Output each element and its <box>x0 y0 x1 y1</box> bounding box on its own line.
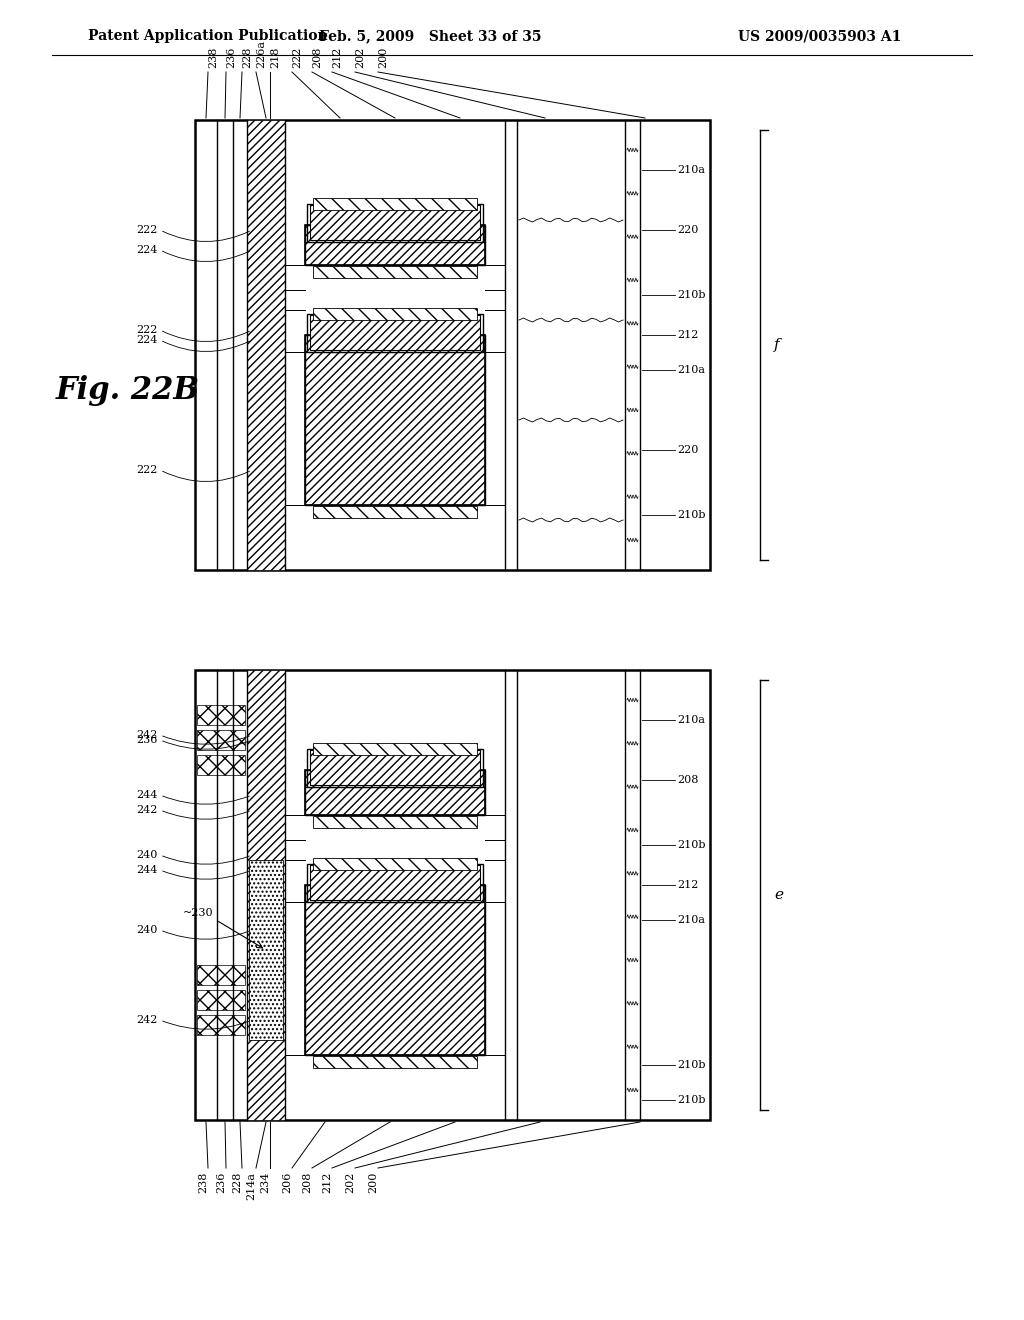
Bar <box>305 224 485 265</box>
Text: 210b: 210b <box>677 840 706 850</box>
Text: 206: 206 <box>282 1172 292 1193</box>
Bar <box>313 858 477 870</box>
Text: 238: 238 <box>198 1172 208 1193</box>
Text: 208: 208 <box>312 46 322 69</box>
Bar <box>197 990 245 1010</box>
Text: 220: 220 <box>677 445 698 455</box>
Bar <box>197 730 245 750</box>
Bar <box>310 750 480 785</box>
Bar <box>247 120 285 570</box>
Bar <box>313 1056 477 1068</box>
Bar <box>197 755 245 775</box>
Bar <box>197 965 245 985</box>
Text: 222: 222 <box>136 224 158 235</box>
Text: 244: 244 <box>136 789 158 800</box>
Text: 210a: 210a <box>677 165 705 176</box>
Text: 208: 208 <box>302 1172 312 1193</box>
Text: 210a: 210a <box>677 366 705 375</box>
Bar <box>307 314 483 352</box>
Text: 202: 202 <box>345 1172 355 1193</box>
Text: 210b: 210b <box>677 510 706 520</box>
Text: 210a: 210a <box>677 915 705 925</box>
Text: 210b: 210b <box>677 290 706 300</box>
Bar <box>313 743 477 755</box>
Bar <box>313 816 477 828</box>
Text: 200: 200 <box>368 1172 378 1193</box>
Text: 222: 222 <box>292 46 302 69</box>
Text: e: e <box>774 888 783 902</box>
Text: 212: 212 <box>332 46 342 69</box>
Text: 224: 224 <box>136 246 158 255</box>
Text: 240: 240 <box>136 925 158 935</box>
Text: Feb. 5, 2009   Sheet 33 of 35: Feb. 5, 2009 Sheet 33 of 35 <box>318 29 542 44</box>
Bar <box>305 335 485 506</box>
Bar <box>197 705 245 725</box>
Text: f: f <box>774 338 779 352</box>
Text: 244: 244 <box>136 865 158 875</box>
Text: US 2009/0035903 A1: US 2009/0035903 A1 <box>738 29 902 44</box>
Text: 240: 240 <box>136 850 158 861</box>
Text: 226a: 226a <box>256 40 266 69</box>
Text: 242: 242 <box>136 730 158 741</box>
Text: 224: 224 <box>136 335 158 345</box>
Bar <box>305 224 485 265</box>
Bar <box>310 315 480 350</box>
Text: 212: 212 <box>322 1172 332 1193</box>
Text: ~230: ~230 <box>183 908 214 917</box>
Bar <box>307 205 483 242</box>
Bar <box>307 865 483 902</box>
Text: 236: 236 <box>136 735 158 744</box>
Text: 210b: 210b <box>677 1096 706 1105</box>
Bar <box>247 671 285 1119</box>
Text: 212: 212 <box>677 330 698 341</box>
Bar <box>305 770 485 814</box>
Text: 214a: 214a <box>246 1172 256 1200</box>
Text: 238: 238 <box>208 46 218 69</box>
Text: 210b: 210b <box>677 1060 706 1071</box>
Text: 242: 242 <box>136 805 158 814</box>
Bar <box>307 748 483 787</box>
Text: 212: 212 <box>677 880 698 890</box>
Text: 222: 222 <box>136 465 158 475</box>
Bar <box>305 884 485 1055</box>
Text: 236: 236 <box>216 1172 226 1193</box>
Bar <box>310 205 480 240</box>
Bar <box>305 884 485 1055</box>
Text: 228: 228 <box>242 46 252 69</box>
Text: 218: 218 <box>270 46 280 69</box>
Bar <box>249 861 283 1040</box>
Text: 234: 234 <box>260 1172 270 1193</box>
Text: 202: 202 <box>355 46 365 69</box>
Text: 242: 242 <box>136 1015 158 1026</box>
Text: 210a: 210a <box>677 715 705 725</box>
Text: Fig. 22B: Fig. 22B <box>56 375 200 405</box>
Bar <box>197 1015 245 1035</box>
Text: 200: 200 <box>378 46 388 69</box>
Text: 208: 208 <box>677 775 698 785</box>
Bar <box>305 770 485 814</box>
Bar <box>310 865 480 900</box>
Text: Patent Application Publication: Patent Application Publication <box>88 29 328 44</box>
Bar <box>313 267 477 279</box>
Bar <box>313 308 477 319</box>
Text: 222: 222 <box>136 325 158 335</box>
Bar <box>195 671 710 1119</box>
Bar <box>305 335 485 506</box>
Text: 220: 220 <box>677 224 698 235</box>
Bar <box>313 198 477 210</box>
Bar <box>195 120 710 570</box>
Text: 236: 236 <box>226 46 236 69</box>
Bar <box>313 506 477 517</box>
Text: 228: 228 <box>232 1172 242 1193</box>
